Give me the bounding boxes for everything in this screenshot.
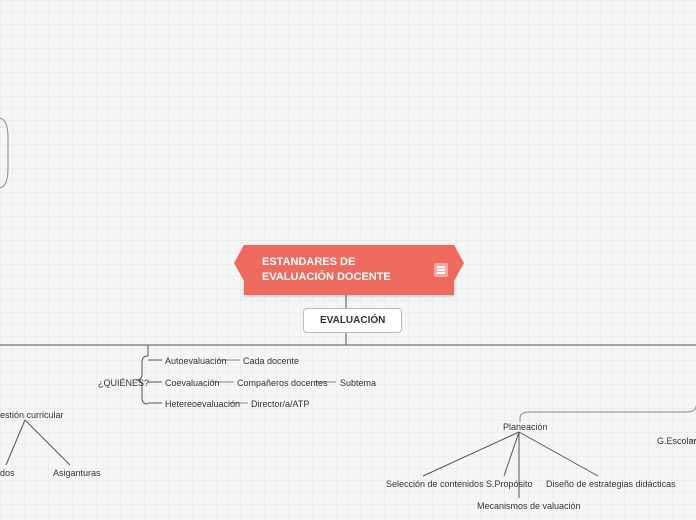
coevaluacion-label: Coevaluación: [165, 378, 220, 388]
sproposito-label: S.Propósito: [486, 479, 533, 489]
companeros-label: Compañeros docentes: [237, 378, 328, 388]
mecanismos-label: Mecanismos de valuación: [477, 501, 581, 511]
quienes-label: ¿QUIÉNES?: [98, 378, 149, 388]
seleccion-contenidos-label: Selección de contenidos: [386, 479, 484, 489]
gestion-curricular-label: estión curricular: [0, 410, 64, 420]
mindmap-canvas: ESTANDARES DE EVALUACIÓN DOCENTE EVALUAC…: [0, 0, 696, 520]
diseno-estrategias-label: Diseño de estrategias didácticas: [546, 479, 676, 489]
gestion-child-asignaturas: Asiganturas: [53, 468, 101, 478]
root-label: ESTANDARES DE EVALUACIÓN DOCENTE: [262, 256, 391, 283]
heteroevaluacion-label: Hetereoevaluación: [165, 399, 240, 409]
planeacion-label: Planeación: [503, 422, 548, 432]
director-label: Director/a/ATP: [251, 399, 309, 409]
subtema-label: Subtema: [340, 378, 376, 388]
autoevaluacion-label: Autoevaluación: [165, 356, 227, 366]
evaluacion-label: EVALUACIÓN: [320, 315, 385, 326]
evaluacion-node[interactable]: EVALUACIÓN: [303, 308, 402, 333]
gestion-child-dos: dos: [0, 468, 15, 478]
root-node[interactable]: ESTANDARES DE EVALUACIÓN DOCENTE: [244, 245, 454, 295]
cada-docente-label: Cada docente: [243, 356, 299, 366]
menu-icon[interactable]: [434, 263, 448, 277]
gescolar-label: G.Escolar: [657, 436, 696, 446]
